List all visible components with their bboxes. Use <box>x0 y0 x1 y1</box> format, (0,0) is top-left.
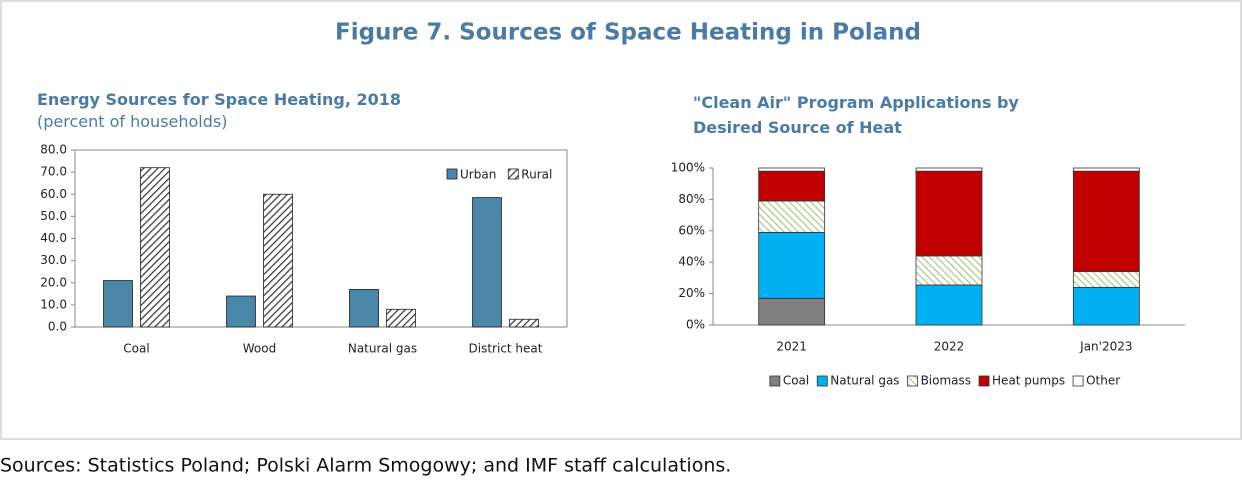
y-tick-label: 50.0 <box>40 209 67 223</box>
legend-label: Coal <box>783 374 809 388</box>
y-tick-label: 20.0 <box>40 275 67 289</box>
figure-border <box>0 0 1242 440</box>
x-tick-label: District heat <box>469 342 543 356</box>
source-note: Sources: Statistics Poland; Polski Alarm… <box>0 455 731 477</box>
bar-segment <box>1072 170 1140 273</box>
x-tick-label: Natural gas <box>348 342 417 356</box>
legend-swatch <box>816 375 828 387</box>
chart-subtitle: (percent of households) <box>37 112 228 131</box>
y-tick-label: 80.0 <box>40 143 67 157</box>
y-tick-label: 70.0 <box>40 165 67 179</box>
bar <box>140 167 170 328</box>
legend-label: Natural gas <box>830 374 899 388</box>
y-tick-label: 100% <box>671 161 705 175</box>
bar-segment <box>758 170 826 202</box>
bar-segment <box>915 167 983 172</box>
bar-segment <box>915 170 983 257</box>
legend-label: Other <box>1086 374 1120 388</box>
bar <box>386 308 416 328</box>
legend-label: Rural <box>521 168 552 182</box>
legend-swatch <box>907 375 918 387</box>
y-tick-label: 80% <box>678 192 705 206</box>
bar-segment <box>1072 167 1140 172</box>
y-tick-label: 40.0 <box>40 231 67 245</box>
legend-label: Heat pumps <box>992 374 1065 388</box>
bar <box>349 288 379 328</box>
bar <box>226 295 256 328</box>
figure-title: Figure 7. Sources of Space Heating in Po… <box>335 20 921 46</box>
x-tick-label: 2022 <box>934 340 965 354</box>
y-tick-label: 30.0 <box>40 253 67 267</box>
bar <box>103 280 133 328</box>
y-tick-label: 0.0 <box>48 320 67 334</box>
y-tick-label: 20% <box>678 286 705 300</box>
legend-swatch <box>446 168 458 180</box>
bar-segment <box>758 167 826 172</box>
x-tick-label: Wood <box>243 342 276 356</box>
legend-swatch <box>769 375 781 387</box>
y-tick-label: 40% <box>678 255 705 269</box>
y-tick-label: 10.0 <box>40 297 67 311</box>
chart-title: "Clean Air" Program Applications by Desi… <box>693 93 1019 137</box>
y-tick-label: 0% <box>686 318 705 332</box>
bar-segment <box>1072 271 1140 288</box>
legend-label: Urban <box>460 168 496 182</box>
bar <box>509 318 539 328</box>
x-tick-label: Coal <box>123 342 149 356</box>
bar <box>472 197 502 328</box>
x-tick-label: Jan'2023 <box>1079 340 1132 354</box>
y-tick-label: 60.0 <box>40 187 67 201</box>
y-tick-label: 60% <box>678 223 705 237</box>
bar-segment <box>1072 286 1140 326</box>
legend-swatch <box>507 168 519 180</box>
bar-segment <box>758 297 826 326</box>
legend-label: Biomass <box>921 374 971 388</box>
legend-swatch <box>1072 375 1084 387</box>
chart-title: Energy Sources for Space Heating, 2018 <box>37 90 402 109</box>
legend-swatch <box>978 375 990 387</box>
bar-segment <box>758 200 826 233</box>
x-tick-label: 2021 <box>776 340 807 354</box>
bar-segment <box>758 231 826 299</box>
bar <box>263 193 293 328</box>
bar-segment <box>915 284 983 326</box>
bar-segment <box>915 255 983 286</box>
